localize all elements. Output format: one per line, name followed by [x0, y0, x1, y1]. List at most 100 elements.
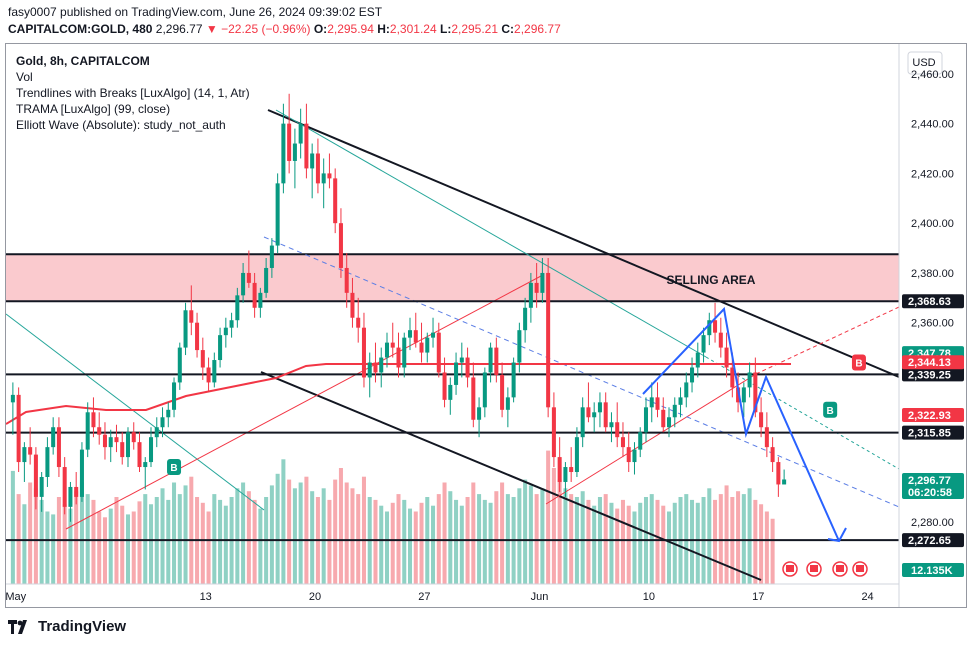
volume-bar	[373, 499, 378, 584]
volume-bar	[609, 502, 614, 584]
volume-bar	[540, 488, 545, 584]
candle-body	[603, 402, 608, 428]
candle-body	[264, 267, 269, 293]
volume-bar	[74, 491, 79, 584]
volume-bar	[638, 502, 643, 584]
y-tick-label: 2,460.00	[911, 69, 954, 81]
volume-bar	[396, 494, 401, 584]
candle-body	[258, 292, 263, 308]
volume-bar	[39, 499, 44, 584]
volume-bar	[528, 485, 533, 584]
candle-body	[108, 437, 113, 448]
candle-body	[626, 447, 631, 463]
volume-bar	[287, 479, 292, 584]
candle-body	[218, 335, 223, 361]
volume-bar	[51, 514, 56, 584]
volume-bar	[764, 511, 769, 584]
candle-body	[713, 320, 718, 333]
volume-bar	[183, 485, 188, 584]
candle-body	[597, 402, 602, 413]
trendline-teal-upper	[275, 109, 707, 358]
candle-body	[488, 347, 493, 373]
volume-bar	[551, 468, 556, 584]
candle-body	[223, 327, 228, 336]
volume-bar	[580, 491, 585, 584]
currency-label: USD	[912, 57, 935, 69]
volume-bar	[281, 459, 286, 584]
candle-body	[528, 282, 533, 308]
volume-bar	[120, 505, 125, 584]
candle-body	[390, 342, 395, 348]
y-tick-label: 2,440.00	[911, 119, 954, 131]
x-tick-label: 13	[200, 591, 212, 603]
candle-body	[638, 432, 643, 450]
candle-body	[580, 407, 585, 438]
candle-body	[695, 352, 700, 368]
price-badge	[902, 355, 964, 370]
legend-item-vol[interactable]: Vol	[16, 70, 33, 84]
marker-badge	[167, 459, 182, 476]
tradingview-logo-icon	[8, 619, 27, 634]
high-label: H:	[377, 22, 390, 36]
candle-body	[62, 467, 67, 507]
volume-bar	[22, 504, 27, 584]
volume-bar	[246, 491, 251, 584]
volume-bar	[223, 505, 228, 584]
volume-bar	[131, 511, 136, 584]
volume-bar	[200, 502, 205, 584]
candle-body	[678, 397, 683, 405]
volume-bar	[177, 494, 182, 584]
legend-item-trendlines[interactable]: Trendlines with Breaks [LuxAlgo] (14, 1,…	[16, 86, 250, 100]
close-label: C:	[501, 22, 515, 36]
volume-bar	[770, 518, 775, 584]
symbol: CAPITALCOM:GOLD, 480	[8, 22, 153, 36]
volume-bar	[402, 499, 407, 584]
volume-bar	[482, 499, 487, 584]
volume-bar	[137, 501, 142, 584]
volume-bar	[436, 494, 441, 584]
countdown-text: 06:20:58	[908, 487, 952, 499]
flag-icon	[856, 565, 864, 572]
candle-body	[384, 342, 390, 358]
volume-bar	[235, 488, 240, 584]
volume-bar	[172, 482, 177, 584]
candle-body	[666, 417, 672, 428]
legend-item-elliott[interactable]: Elliott Wave (Absolute): study_not_auth	[16, 118, 226, 132]
marker-badge	[851, 354, 866, 371]
volume-bar	[620, 499, 625, 584]
volume-bar	[407, 508, 413, 584]
level-badge	[902, 533, 964, 548]
candle-body	[396, 347, 401, 368]
last-price: 2,296.77	[155, 22, 203, 36]
candle-body	[511, 362, 516, 398]
candle-body	[764, 427, 769, 448]
legend-item-trama[interactable]: TRAMA [LuxAlgo] (99, close)	[16, 102, 171, 116]
open-label: O:	[313, 22, 328, 36]
volume-bar	[344, 482, 349, 584]
volume-bar	[269, 485, 274, 584]
volume-bar	[592, 505, 597, 584]
candle-body	[241, 272, 246, 296]
x-tick-label: May	[6, 591, 27, 603]
chart-panel[interactable]: B B B SELLING AREA USD 2,460.00 2,440.00 2,420.…	[5, 43, 967, 608]
high-value: 2,301.24	[389, 22, 437, 36]
candle-body	[684, 382, 689, 398]
currency-button[interactable]	[907, 51, 943, 75]
candle-body	[563, 467, 568, 482]
candle-body	[661, 409, 666, 428]
candle-body	[315, 153, 320, 184]
candle-body	[620, 437, 625, 448]
volume-bar	[557, 479, 562, 584]
candle-body	[655, 397, 660, 410]
candle-body	[125, 432, 131, 458]
candle-body	[85, 412, 90, 450]
volume-bar	[546, 450, 551, 584]
volume-bar	[241, 482, 246, 584]
open-value: 2,295.94	[327, 22, 374, 36]
candle-body	[16, 394, 21, 463]
candle-body	[557, 457, 562, 482]
candle-body	[419, 342, 424, 353]
break-down-marker: B	[851, 354, 866, 371]
marker-label: B	[855, 359, 862, 370]
